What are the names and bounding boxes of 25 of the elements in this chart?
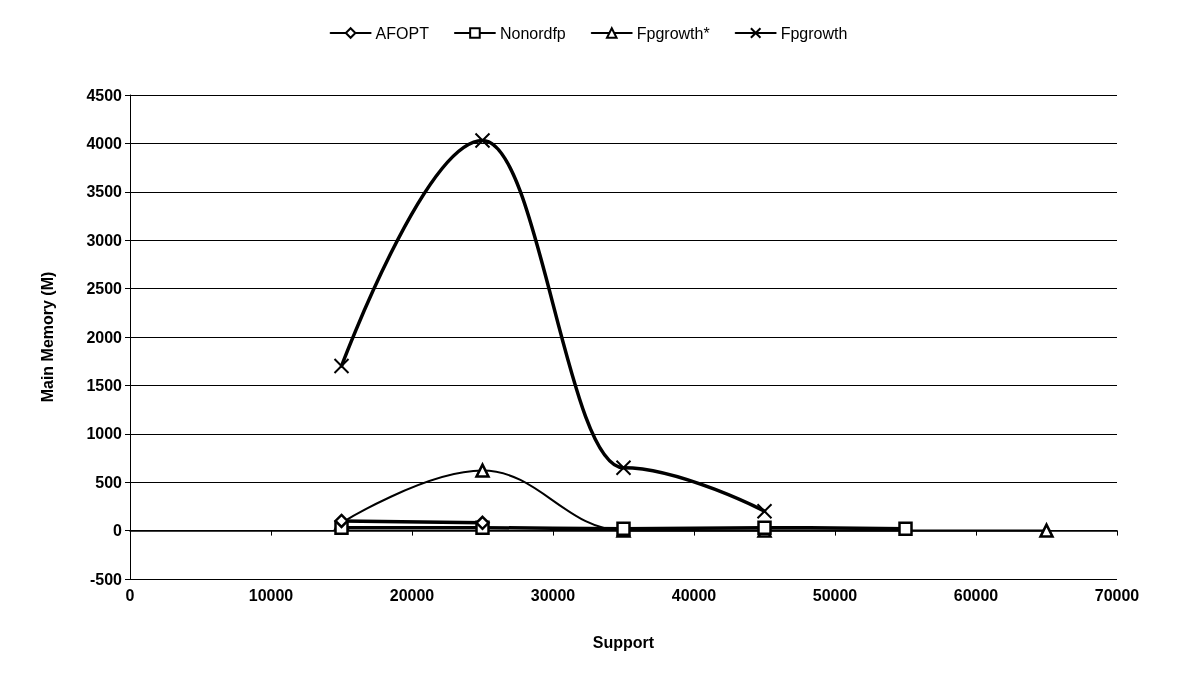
y-tick-label: 4500	[86, 86, 123, 104]
legend-label: Fpgrowth	[780, 24, 848, 42]
x-tick-label: 0	[125, 586, 135, 604]
x-tick-label: 60000	[953, 586, 999, 604]
y-tick-label: 4000	[86, 134, 123, 152]
x-axis-title: Support	[592, 633, 655, 651]
y-tick-label: 0	[113, 522, 123, 540]
y-tick-label: 1500	[86, 376, 123, 394]
x-tick-label: 70000	[1094, 586, 1140, 604]
legend-label: Nonordfp	[499, 24, 566, 42]
legend-label: Fpgrowth*	[636, 24, 710, 42]
x-tick-label: 30000	[530, 586, 576, 604]
legend-label: AFOPT	[375, 24, 430, 42]
y-axis-title: Main Memory (M)	[38, 271, 56, 403]
y-tick-label: 1000	[86, 425, 123, 443]
x-tick-label: 40000	[671, 586, 717, 604]
y-tick-label: 2500	[86, 280, 123, 298]
y-tick-label: 500	[95, 473, 123, 491]
y-tick-label: 3500	[86, 183, 123, 201]
y-tick-label: -500	[89, 570, 123, 588]
x-tick-label: 50000	[812, 586, 858, 604]
y-tick-label: 2000	[86, 328, 123, 346]
y-tick-label: 3000	[86, 231, 123, 249]
x-tick-label: 20000	[389, 586, 435, 604]
x-tick-label: 10000	[248, 586, 294, 604]
